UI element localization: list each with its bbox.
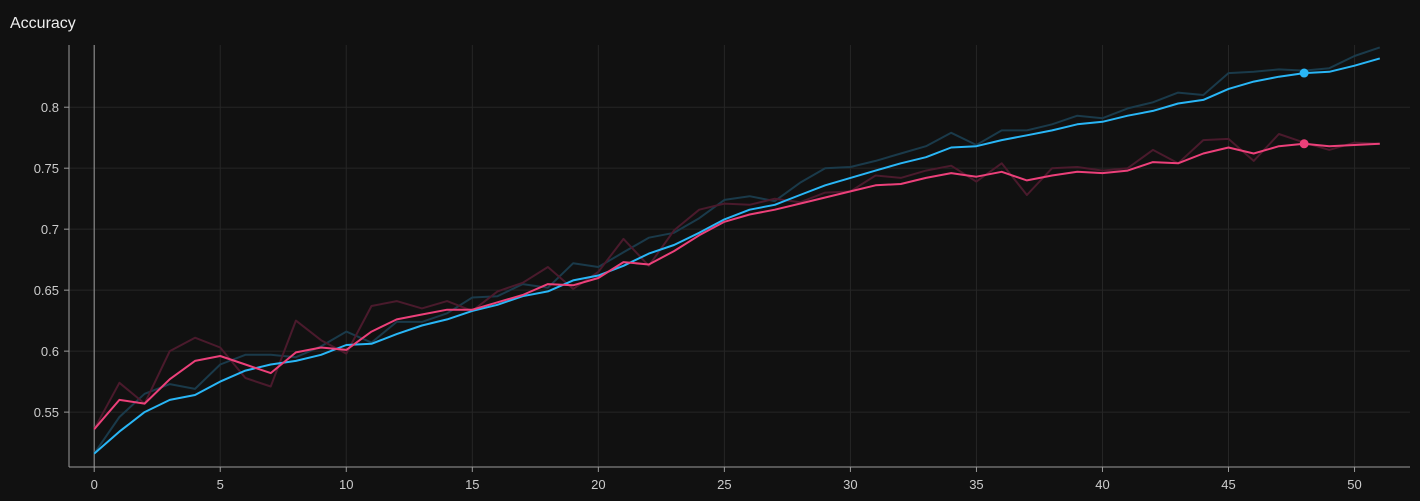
x-tick-label: 5 bbox=[217, 477, 224, 492]
x-tick-label: 0 bbox=[91, 477, 98, 492]
y-tick-label: 0.7 bbox=[41, 222, 59, 237]
x-tick-label: 30 bbox=[843, 477, 857, 492]
series-1-raw-line bbox=[93, 46, 1381, 455]
axes bbox=[64, 45, 1410, 472]
y-tick-label: 0.65 bbox=[34, 283, 59, 298]
series-1-smoothed-line bbox=[93, 57, 1381, 455]
tick-labels: 0 5 10 15 20 25 30 35 40 45 50 0.55 0.6 0.65 0.7 0.75 0.… bbox=[34, 100, 1362, 492]
x-tick-label: 25 bbox=[717, 477, 731, 492]
series-2-raw-line bbox=[93, 133, 1380, 430]
grid bbox=[69, 45, 1410, 467]
raw-series-lines bbox=[93, 46, 1381, 455]
x-tick-label: 45 bbox=[1221, 477, 1235, 492]
x-tick-label: 50 bbox=[1347, 477, 1361, 492]
chart-title: Accuracy bbox=[10, 15, 76, 32]
x-tick-label: 20 bbox=[591, 477, 605, 492]
smoothed-series-lines bbox=[93, 57, 1381, 455]
x-tick-label: 40 bbox=[1095, 477, 1109, 492]
y-tick-label: 0.55 bbox=[34, 405, 59, 420]
x-tick-label: 35 bbox=[969, 477, 983, 492]
y-tick-label: 0.8 bbox=[41, 100, 59, 115]
x-tick-label: 10 bbox=[339, 477, 353, 492]
series-end-markers bbox=[1299, 68, 1309, 149]
series-2-smoothed-line bbox=[93, 142, 1380, 430]
y-tick-label: 0.75 bbox=[34, 161, 59, 176]
x-tick-label: 15 bbox=[465, 477, 479, 492]
y-tick-label: 0.6 bbox=[41, 344, 59, 359]
series-2-marker bbox=[1299, 139, 1309, 149]
series-1-marker bbox=[1299, 68, 1309, 78]
